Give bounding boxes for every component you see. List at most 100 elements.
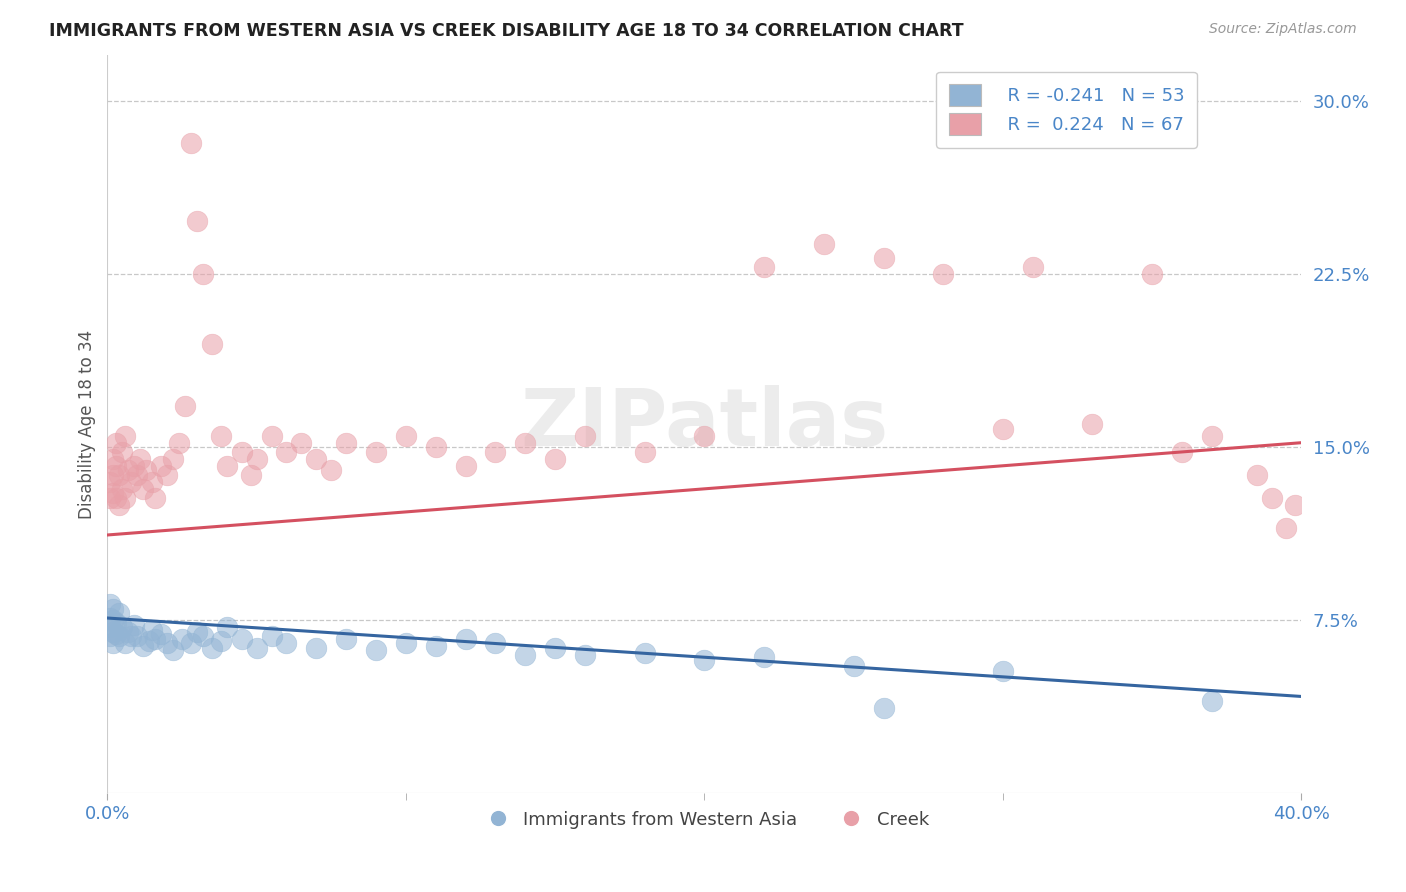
Point [425, 440, 447, 454]
Point [276, 445, 298, 459]
Point [103, 451, 125, 466]
Point [260, 429, 283, 443]
Point [132, 482, 155, 496]
Point [201, 336, 224, 351]
Point [156, 468, 179, 483]
Point [574, 648, 596, 662]
Point [98, 597, 121, 611]
Y-axis label: Disability Age 18 to 34: Disability Age 18 to 34 [79, 330, 96, 519]
Point [111, 620, 134, 634]
Point [132, 639, 155, 653]
Point [114, 429, 136, 443]
Text: Source: ZipAtlas.com: Source: ZipAtlas.com [1209, 22, 1357, 37]
Point [634, 445, 657, 459]
Point [186, 214, 208, 228]
Point [1171, 445, 1194, 459]
Point [246, 451, 269, 466]
Point [156, 636, 179, 650]
Point [932, 268, 955, 282]
Point [111, 445, 134, 459]
Point [105, 491, 128, 505]
Point [103, 486, 125, 500]
Point [1081, 417, 1104, 432]
Point [1275, 521, 1298, 535]
Point [321, 463, 343, 477]
Point [167, 435, 190, 450]
Point [215, 620, 238, 634]
Point [842, 659, 865, 673]
Point [98, 620, 121, 634]
Point [135, 463, 157, 477]
Point [1201, 429, 1223, 443]
Point [108, 468, 131, 483]
Text: IMMIGRANTS FROM WESTERN ASIA VS CREEK DISABILITY AGE 18 TO 34 CORRELATION CHART: IMMIGRANTS FROM WESTERN ASIA VS CREEK DI… [49, 22, 965, 40]
Point [693, 429, 716, 443]
Point [122, 458, 145, 473]
Point [634, 646, 657, 660]
Point [425, 639, 447, 653]
Point [239, 468, 262, 483]
Point [117, 463, 139, 477]
Point [122, 618, 145, 632]
Point [260, 630, 283, 644]
Point [120, 475, 142, 489]
Point [103, 624, 125, 639]
Point [544, 451, 567, 466]
Point [209, 634, 232, 648]
Point [215, 458, 238, 473]
Point [105, 458, 128, 473]
Point [484, 445, 506, 459]
Point [454, 458, 477, 473]
Point [1140, 268, 1163, 282]
Point [174, 399, 197, 413]
Point [454, 632, 477, 646]
Point [693, 652, 716, 666]
Point [143, 632, 166, 646]
Point [395, 636, 418, 650]
Point [98, 611, 121, 625]
Point [515, 435, 537, 450]
Point [108, 607, 131, 621]
Point [98, 475, 121, 489]
Point [120, 630, 142, 644]
Point [574, 429, 596, 443]
Point [1246, 468, 1268, 483]
Point [162, 451, 184, 466]
Point [752, 650, 775, 665]
Point [141, 475, 163, 489]
Point [170, 632, 193, 646]
Point [276, 636, 298, 650]
Point [98, 630, 121, 644]
Point [150, 458, 173, 473]
Point [305, 640, 328, 655]
Point [186, 624, 208, 639]
Point [395, 429, 418, 443]
Point [484, 636, 506, 650]
Point [191, 268, 214, 282]
Point [231, 632, 253, 646]
Point [127, 468, 149, 483]
Point [141, 623, 163, 637]
Point [991, 422, 1014, 436]
Point [114, 636, 136, 650]
Point [305, 451, 328, 466]
Point [231, 445, 253, 459]
Point [544, 640, 567, 655]
Point [246, 640, 269, 655]
Point [991, 664, 1014, 678]
Point [180, 136, 202, 150]
Legend: Immigrants from Western Asia, Creek: Immigrants from Western Asia, Creek [472, 804, 936, 836]
Text: ZIPatlas: ZIPatlas [520, 385, 889, 463]
Point [752, 260, 775, 275]
Point [335, 435, 357, 450]
Point [1201, 694, 1223, 708]
Point [872, 251, 894, 265]
Point [108, 630, 131, 644]
Point [103, 636, 125, 650]
Point [209, 429, 232, 443]
Point [180, 636, 202, 650]
Point [105, 435, 128, 450]
Point [105, 627, 128, 641]
Point [201, 640, 224, 655]
Point [138, 634, 160, 648]
